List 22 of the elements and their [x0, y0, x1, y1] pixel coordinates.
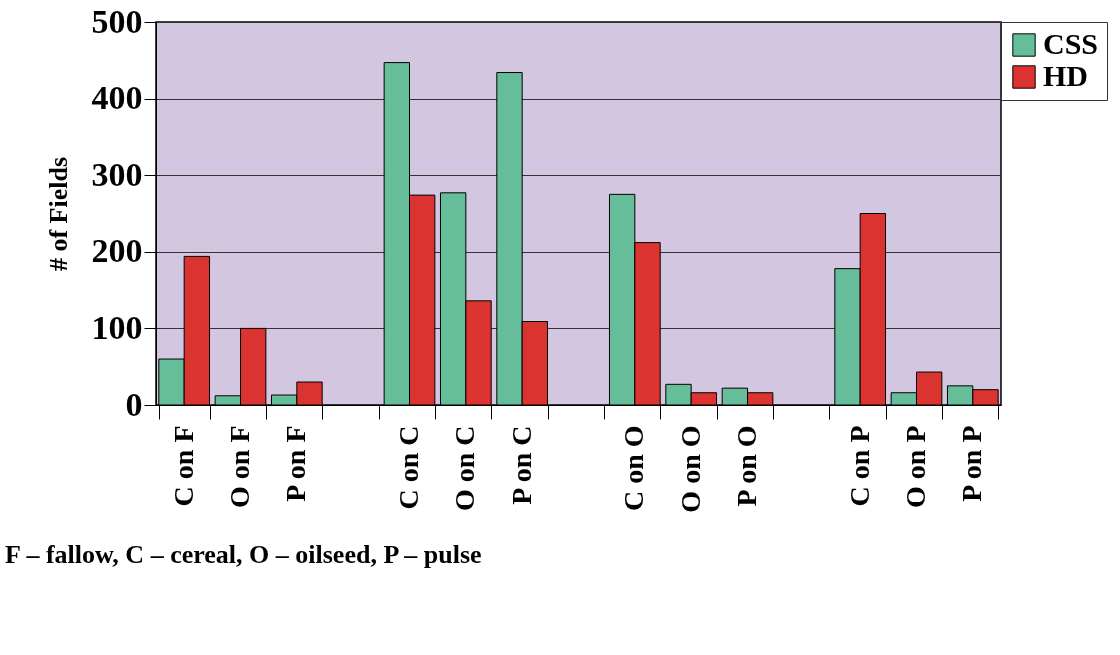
x-tick-label: C on P: [843, 425, 875, 507]
y-tick-label: 0: [125, 385, 143, 423]
y-tick-label: 200: [91, 232, 143, 270]
x-tick-label: O on F: [224, 425, 255, 508]
x-tick-label: C on O: [618, 425, 650, 512]
legend-label: HD: [1043, 59, 1088, 92]
x-tick-label: P on F: [280, 425, 312, 502]
y-tick-label: 300: [91, 155, 143, 193]
x-tick-label: P on O: [731, 425, 762, 507]
y-tick-label: 400: [91, 79, 143, 117]
x-tick-label: O on C: [449, 425, 481, 512]
x-tick-label: C on F: [167, 425, 199, 507]
y-tick-label: 500: [91, 2, 143, 40]
legend-label: CSS: [1043, 27, 1099, 60]
x-tick-label: O on P: [900, 425, 931, 508]
x-tick-label: P on C: [505, 425, 537, 505]
x-tick-label: P on P: [956, 425, 988, 502]
x-tick-label: O on O: [674, 425, 706, 513]
text: F – fallow, C – cereal, O – oilseed, P – pulse: [5, 540, 482, 570]
y-axis-title: # of Fields: [43, 156, 73, 272]
x-tick-label: C on C: [393, 425, 424, 510]
y-tick-label: 100: [91, 308, 143, 346]
